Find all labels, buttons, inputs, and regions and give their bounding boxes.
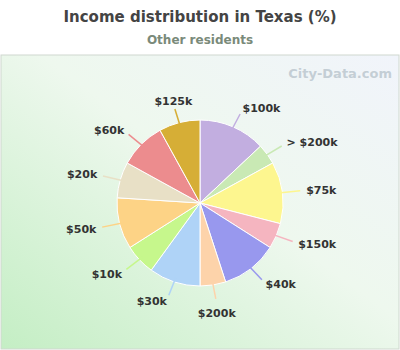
slice-label: $20k	[67, 168, 98, 181]
subtitle: Other residents	[147, 33, 253, 47]
leader-line	[103, 176, 124, 181]
slice-label: $60k	[94, 124, 125, 137]
slices	[117, 120, 283, 286]
leader-line	[169, 278, 176, 295]
slice-label: $100k	[242, 102, 281, 115]
leader-line	[273, 234, 293, 241]
chart: Income distribution in Texas (%) Other re…	[0, 0, 400, 350]
leader-line	[129, 134, 145, 147]
slice-label: > $200k	[287, 136, 339, 149]
slice-label: $10k	[92, 268, 123, 281]
leader-line	[175, 109, 180, 126]
leader-line	[126, 257, 142, 269]
labels: $100k > $200k $75k $150k $40k $200k $30k $10k $5…	[66, 95, 338, 319]
slice-label: $75k	[306, 184, 337, 197]
leader-line	[264, 146, 282, 157]
leader-line	[231, 114, 240, 131]
leader-line	[102, 223, 123, 227]
watermark: City-Data.com	[288, 66, 392, 81]
plot-bg	[1, 55, 399, 349]
slice-label: $125k	[154, 95, 193, 108]
title: Income distribution in Texas (%)	[63, 8, 336, 26]
slice	[160, 120, 200, 203]
slice-label: $30k	[137, 295, 168, 308]
slice	[200, 203, 226, 286]
page-bg	[0, 0, 400, 350]
slice	[117, 198, 200, 248]
slice-label: $150k	[298, 238, 337, 251]
leader-line	[278, 191, 300, 193]
slice-label: $200k	[198, 307, 237, 320]
leader-line	[212, 281, 215, 299]
slice-label: $40k	[266, 278, 297, 291]
leader-line	[248, 265, 261, 279]
slice-label: $50k	[66, 223, 97, 236]
